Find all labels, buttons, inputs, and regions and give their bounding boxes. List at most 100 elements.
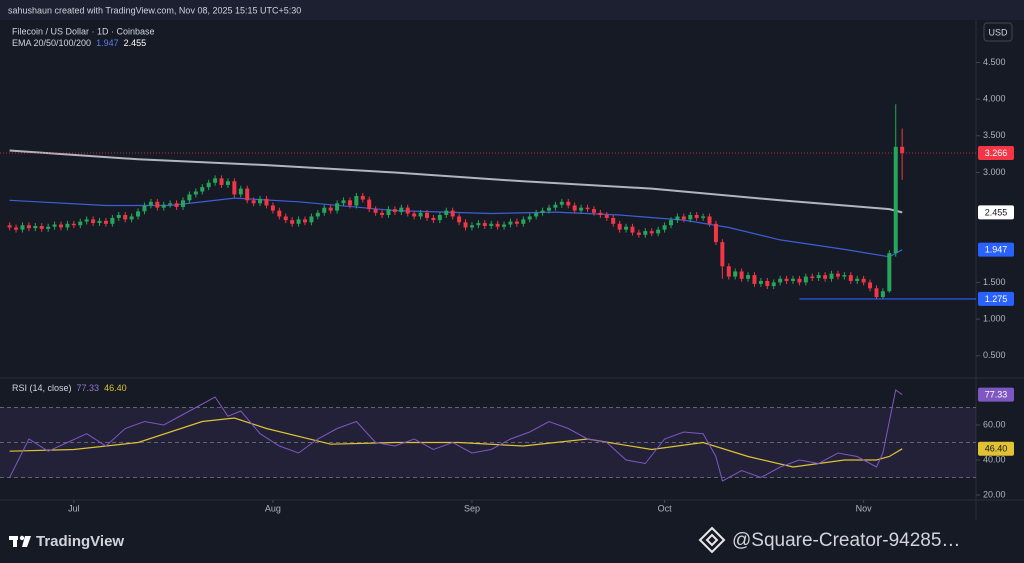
candle-body (52, 224, 57, 227)
candle-body (335, 203, 340, 211)
ema-legend: EMA 20/50/100/200 1.947 2.455 (12, 38, 146, 48)
candle-body (110, 217, 115, 224)
candle-body (309, 216, 314, 223)
candle-body (232, 181, 237, 195)
symbol-title: Filecoin / US Dollar · 1D · Coinbase (12, 26, 155, 36)
rsi-line (9, 389, 903, 482)
credit: sahushaun created with TradingView.com, … (8, 5, 301, 15)
candle-body (161, 204, 166, 208)
price-tag-label: 1.275 (985, 294, 1008, 304)
candle-body (482, 223, 487, 226)
candle-body (758, 280, 763, 284)
ema-line (9, 197, 903, 258)
candle-body (848, 275, 853, 281)
candle-body (425, 212, 429, 218)
currency[interactable]: USD (988, 27, 1008, 37)
candle-body (835, 273, 840, 277)
price-tag-label: 1.947 (985, 245, 1008, 255)
price-tag (978, 145, 1014, 160)
candle-body (656, 229, 661, 234)
candle-body (7, 225, 12, 228)
candle-body (707, 216, 712, 224)
price-tag-label: 3.266 (985, 148, 1008, 158)
candle-body (270, 205, 275, 211)
candle-body (746, 275, 751, 279)
candle-body (630, 226, 635, 233)
y-tick-label: 60.00 (983, 419, 1006, 429)
x-tick-label: Oct (658, 503, 673, 513)
candle-body (880, 291, 885, 298)
candle-body (245, 188, 250, 201)
candle-body (540, 210, 545, 213)
candle-body (604, 214, 609, 218)
candle-body (868, 282, 873, 289)
candle-body (771, 282, 776, 287)
candle-body (46, 226, 51, 229)
candle-body (129, 216, 134, 220)
candle-body (193, 191, 198, 195)
candle-body (534, 212, 539, 217)
candle-body (713, 223, 718, 243)
candle-body (303, 219, 307, 223)
x-tick-label: Jul (68, 503, 80, 513)
candle-body (579, 207, 584, 211)
candle-body (437, 214, 442, 221)
candle-body (566, 201, 571, 206)
ema-legend-value: 1.947 (96, 38, 119, 48)
candle-body (726, 266, 731, 277)
candle-body (720, 242, 725, 267)
candle-body (213, 178, 218, 183)
candle-body (322, 207, 327, 213)
candle-body (20, 225, 25, 230)
candle-body (752, 275, 757, 284)
candle-body (33, 225, 38, 229)
candle-body (315, 212, 320, 217)
y-tick-label: 1.500 (983, 277, 1006, 287)
candle-body (842, 275, 847, 277)
candle-body (585, 207, 590, 210)
candle-body (264, 198, 269, 206)
candle-body (136, 211, 141, 217)
candle-body (26, 225, 31, 229)
candle-body (816, 275, 821, 279)
candle-body (739, 271, 744, 279)
header-bar (0, 0, 1024, 20)
y-tick-label: 0.500 (983, 350, 1006, 360)
candle-body (187, 194, 192, 201)
candle-body (59, 224, 63, 228)
candle-body (405, 207, 410, 214)
candle-body (373, 209, 378, 213)
candle-body (116, 214, 121, 218)
candle-body (219, 178, 224, 185)
candle-body (553, 204, 558, 208)
candle-body (476, 223, 481, 226)
candle-body (694, 214, 699, 218)
candle-body (495, 223, 500, 227)
rsi-legend-name: RSI (14, close) (12, 383, 72, 393)
candle-body (200, 187, 205, 192)
price-tag (978, 387, 1014, 402)
y-tick-label: 40.00 (983, 454, 1006, 464)
currency-button[interactable] (983, 22, 1013, 42)
candle-body (103, 220, 108, 224)
candle-body (174, 203, 179, 207)
candle-body (797, 278, 802, 283)
candle-body (508, 221, 513, 225)
rsi-legend: RSI (14, close) 77.33 46.40 (12, 383, 127, 393)
candle-body (418, 212, 423, 217)
y-tick-label: 4.500 (983, 57, 1006, 67)
candle-body (701, 216, 706, 218)
candle-body (168, 203, 173, 205)
candle-body (360, 195, 365, 200)
ema-legend-name: EMA 20/50/100/200 (12, 38, 91, 48)
candle-body (354, 195, 359, 206)
candle-body (347, 200, 352, 206)
candle-body (14, 227, 19, 230)
candle-body (514, 221, 519, 224)
x-tick-label: Nov (856, 503, 873, 513)
candle-body (572, 205, 577, 211)
candle-body (861, 278, 866, 283)
candle-body (591, 209, 596, 213)
candle-body (803, 276, 808, 283)
